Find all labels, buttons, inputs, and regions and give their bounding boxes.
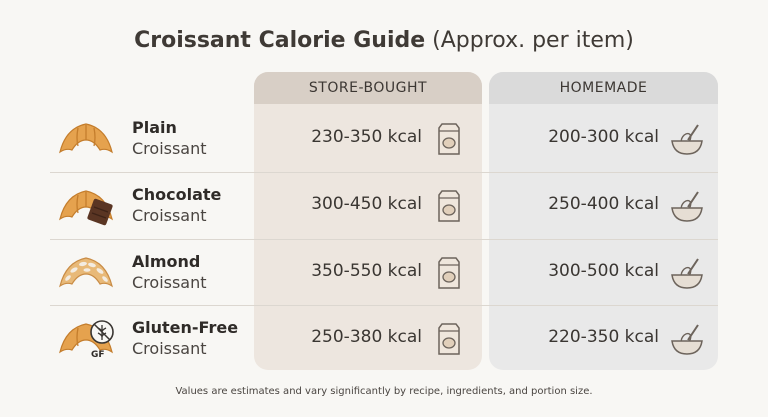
row-divider xyxy=(50,305,718,306)
table-row: Chocolate Croissant 300-450 kcal 250-400… xyxy=(50,173,718,239)
almond-croissant-icon xyxy=(59,257,113,288)
title-main: Croissant Calorie Guide xyxy=(134,28,426,53)
item-name: Almond Croissant xyxy=(132,252,207,292)
row-divider xyxy=(50,239,718,240)
table-row: Almond Croissant 350-550 kcal 300-500 kc… xyxy=(50,240,718,306)
page-title: Croissant Calorie Guide (Approx. per ite… xyxy=(0,28,768,53)
item-name: Gluten-Free Croissant xyxy=(132,318,239,358)
gluten-free-badge: GF xyxy=(91,350,105,360)
homemade-column xyxy=(489,72,718,370)
footnote: Values are estimates and vary significan… xyxy=(175,386,593,397)
homemade-header: HOMEMADE xyxy=(489,72,718,104)
package-icon xyxy=(438,123,460,155)
croissant-icon xyxy=(59,123,113,154)
package-icon xyxy=(438,257,460,289)
store-bought-value: 230-350 kcal xyxy=(311,127,422,147)
table-row: Plain Croissant 230-350 kcal 200-300 kca… xyxy=(50,106,718,172)
homemade-value: 300-500 kcal xyxy=(548,261,659,281)
store-bought-header: STORE-BOUGHT xyxy=(254,72,482,104)
store-bought-value: 300-450 kcal xyxy=(311,194,422,214)
item-name: Plain Croissant xyxy=(132,118,207,158)
homemade-value: 220-350 kcal xyxy=(548,327,659,347)
homemade-value: 200-300 kcal xyxy=(548,127,659,147)
store-bought-value: 250-380 kcal xyxy=(311,327,422,347)
table-row: GF Gluten-Free Croissant 250-380 kcal 22… xyxy=(50,306,718,372)
mixing-bowl-icon xyxy=(671,324,703,355)
mixing-bowl-icon xyxy=(671,191,703,222)
chocolate-croissant-icon xyxy=(59,190,113,226)
package-icon xyxy=(438,190,460,222)
package-icon xyxy=(438,323,460,355)
mixing-bowl-icon xyxy=(671,124,703,155)
row-divider xyxy=(50,172,718,173)
item-name: Chocolate Croissant xyxy=(132,185,222,225)
homemade-value: 250-400 kcal xyxy=(548,194,659,214)
store-bought-value: 350-550 kcal xyxy=(311,261,422,281)
mixing-bowl-icon xyxy=(671,258,703,289)
gluten-free-croissant-icon xyxy=(59,320,114,354)
title-subtitle: (Approx. per item) xyxy=(432,28,634,53)
